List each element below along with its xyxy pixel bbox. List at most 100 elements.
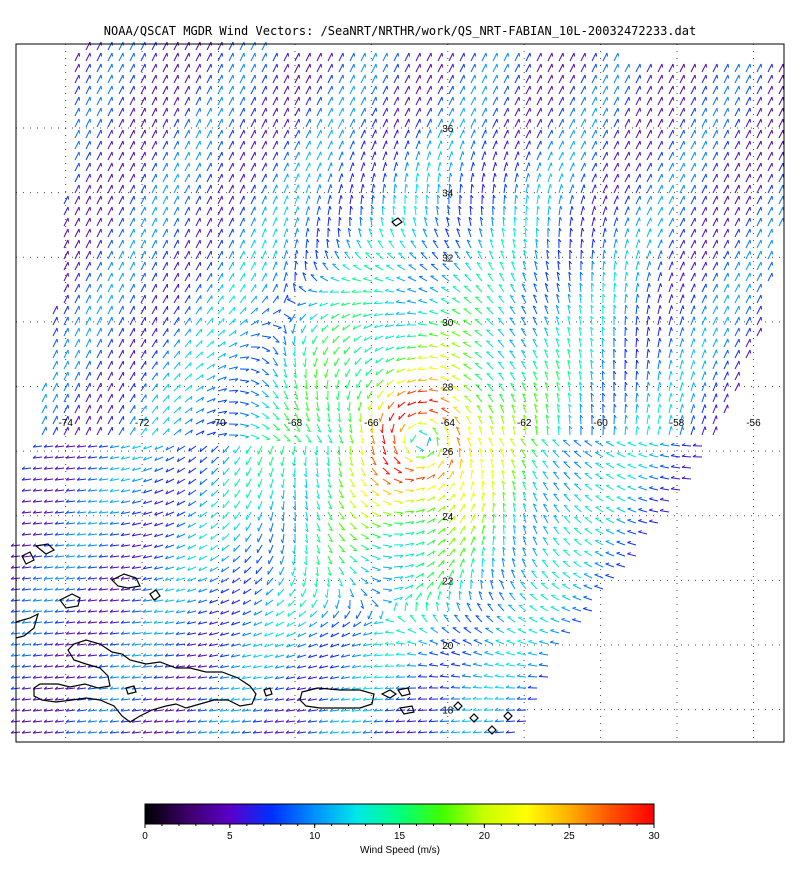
wind-vector-head bbox=[166, 206, 168, 211]
wind-vector bbox=[63, 228, 69, 238]
wind-vector-head bbox=[243, 74, 245, 79]
wind-vector bbox=[228, 250, 234, 260]
wind-vector bbox=[701, 228, 707, 238]
wind-vector-head bbox=[210, 228, 212, 233]
wind-vector-head bbox=[716, 217, 718, 222]
wind-vector bbox=[360, 74, 366, 84]
wind-vector bbox=[459, 183, 462, 194]
wind-vector bbox=[327, 401, 330, 411]
wind-vector bbox=[591, 140, 597, 150]
wind-vector-head bbox=[518, 96, 520, 101]
wind-vector bbox=[503, 63, 509, 73]
wind-vector-head bbox=[89, 272, 91, 277]
wind-vector bbox=[459, 140, 464, 150]
wind-vector bbox=[85, 228, 91, 238]
wind-vector bbox=[624, 272, 627, 282]
wind-vector bbox=[283, 63, 289, 73]
wind-vector bbox=[74, 184, 80, 194]
wind-vector-head bbox=[388, 240, 393, 243]
wind-vector-head bbox=[100, 294, 102, 299]
wind-vector bbox=[514, 52, 520, 62]
wind-vector-head bbox=[348, 227, 352, 232]
wind-vector-head bbox=[487, 383, 491, 386]
wind-vector-head bbox=[100, 239, 102, 244]
wind-vector-head bbox=[648, 294, 651, 298]
wind-vector bbox=[250, 184, 256, 194]
wind-vector-head bbox=[448, 194, 452, 199]
wind-vector-head bbox=[464, 395, 469, 397]
wind-vector bbox=[206, 41, 212, 51]
wind-vector-head bbox=[451, 375, 456, 377]
wind-vector-head bbox=[616, 452, 621, 454]
wind-vector bbox=[723, 217, 729, 227]
wind-vector-head bbox=[387, 393, 389, 398]
wind-vector-head bbox=[595, 52, 597, 57]
wind-vector bbox=[305, 390, 309, 400]
wind-vector-head bbox=[445, 228, 449, 232]
wind-vector-head bbox=[661, 228, 663, 233]
wind-vector bbox=[602, 195, 607, 205]
wind-vector-head bbox=[650, 162, 652, 167]
wind-vector bbox=[398, 252, 406, 260]
wind-vector-head bbox=[210, 85, 212, 90]
wind-vector bbox=[173, 140, 179, 150]
wind-vector bbox=[107, 316, 113, 326]
wind-vector bbox=[96, 52, 102, 62]
wind-vector-head bbox=[749, 206, 751, 211]
wind-vector bbox=[195, 206, 201, 216]
wind-vector-head bbox=[485, 118, 487, 123]
wind-vector-head bbox=[386, 52, 388, 57]
wind-vector-head bbox=[210, 52, 212, 57]
wind-vector bbox=[338, 107, 344, 117]
wind-vector bbox=[497, 361, 505, 370]
wind-vector-head bbox=[637, 272, 640, 276]
wind-vector bbox=[657, 151, 663, 161]
wind-vector-head bbox=[481, 194, 485, 199]
wind-vector bbox=[646, 151, 652, 161]
wind-vector bbox=[681, 444, 692, 447]
wind-vector bbox=[151, 294, 157, 304]
wind-vector bbox=[374, 290, 384, 293]
wind-vector-head bbox=[591, 260, 595, 265]
wind-vector-head bbox=[616, 463, 621, 465]
wind-vector-head bbox=[705, 63, 707, 68]
wind-vector-head bbox=[476, 405, 481, 408]
wind-vector-head bbox=[458, 205, 462, 210]
wind-vector-head bbox=[499, 272, 503, 276]
wind-vector-head bbox=[396, 151, 399, 156]
wind-vector bbox=[723, 382, 729, 392]
wind-vector bbox=[305, 228, 309, 238]
wind-vector-head bbox=[144, 63, 146, 68]
wind-vector-head bbox=[295, 260, 299, 265]
wind-vector bbox=[591, 184, 596, 194]
wind-vector-head bbox=[672, 162, 674, 167]
wind-vector-head bbox=[639, 151, 641, 156]
wind-vector bbox=[272, 217, 277, 227]
wind-vector bbox=[85, 184, 91, 194]
wind-vector bbox=[129, 63, 135, 73]
wind-vector bbox=[486, 307, 494, 315]
wind-vector bbox=[173, 239, 179, 249]
wind-vector-head bbox=[144, 228, 146, 233]
wind-vector-head bbox=[617, 63, 619, 68]
wind-vector-head bbox=[580, 260, 584, 265]
wind-vector bbox=[492, 140, 497, 150]
wind-vector-head bbox=[682, 327, 685, 331]
wind-vector bbox=[498, 273, 505, 282]
wind-vector bbox=[118, 250, 124, 260]
wind-vector-head bbox=[398, 415, 400, 420]
wind-vector bbox=[734, 338, 740, 348]
wind-vector bbox=[712, 360, 717, 370]
wind-vector-head bbox=[374, 140, 377, 145]
wind-vector-head bbox=[441, 85, 443, 90]
wind-vector bbox=[701, 63, 707, 73]
wind-vector bbox=[569, 195, 573, 205]
wind-vector-head bbox=[636, 326, 639, 331]
wind-vector-head bbox=[485, 107, 487, 112]
wind-vector bbox=[389, 228, 395, 238]
wind-vector-head bbox=[440, 342, 444, 345]
wind-vector-head bbox=[693, 316, 696, 321]
wind-vector-head bbox=[100, 261, 102, 266]
wind-vector bbox=[558, 63, 564, 73]
wind-vector-head bbox=[727, 272, 729, 277]
